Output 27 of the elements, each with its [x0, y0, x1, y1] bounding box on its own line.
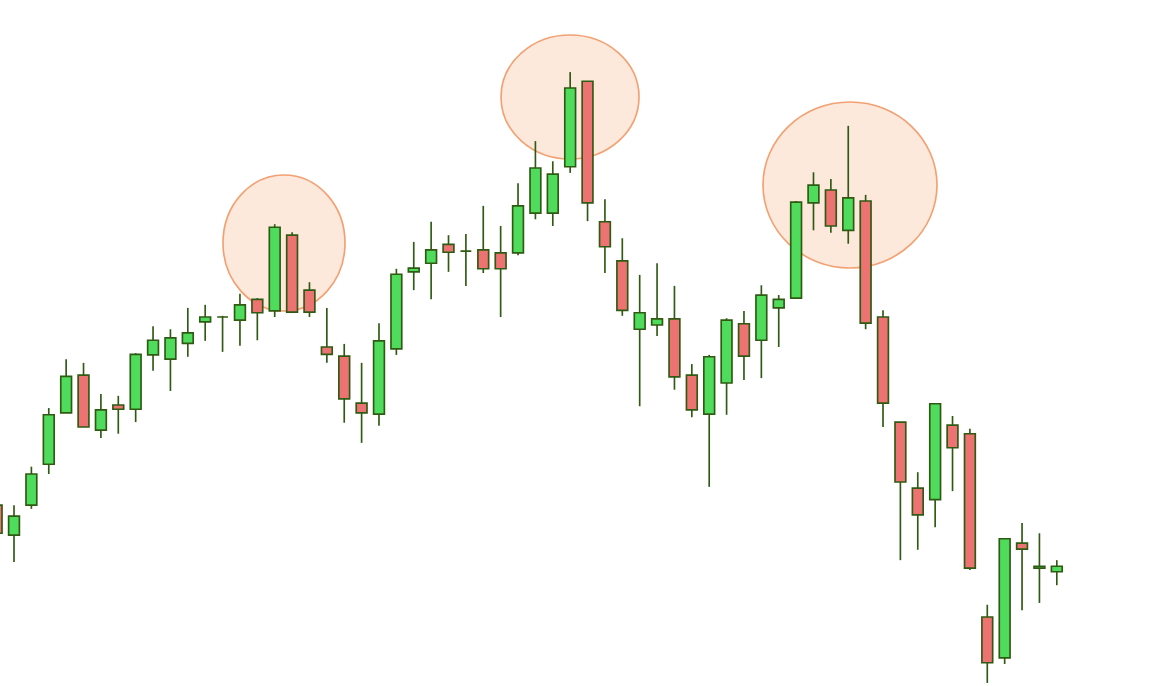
candlestick: [1050, 559, 1064, 587]
candlestick: [112, 395, 125, 435]
candlestick: [477, 205, 490, 274]
candlestick: [303, 281, 316, 318]
candlestick: [320, 307, 334, 364]
candlestick: [216, 314, 229, 353]
candlestick: [181, 307, 195, 358]
candlestick: [198, 303, 212, 342]
candlestick: [1015, 522, 1029, 612]
candlestick: [407, 241, 420, 291]
candlestick: [146, 325, 160, 372]
candlestick: [494, 225, 507, 318]
candlestick: [251, 297, 264, 342]
candlestick: [633, 274, 646, 408]
candlestick: [1033, 532, 1046, 604]
candlestick: [355, 362, 368, 444]
candlestick: [772, 294, 785, 348]
candlestick: [94, 393, 108, 439]
candlestick: [7, 504, 21, 563]
candlestick: [807, 171, 820, 232]
candlestick: [650, 262, 664, 337]
candlestick: [442, 234, 455, 273]
candlestick: [424, 220, 438, 301]
candlestick: [164, 328, 177, 392]
candlestick: [946, 415, 959, 492]
candlestick: [459, 233, 473, 287]
candlestick: [233, 292, 247, 347]
